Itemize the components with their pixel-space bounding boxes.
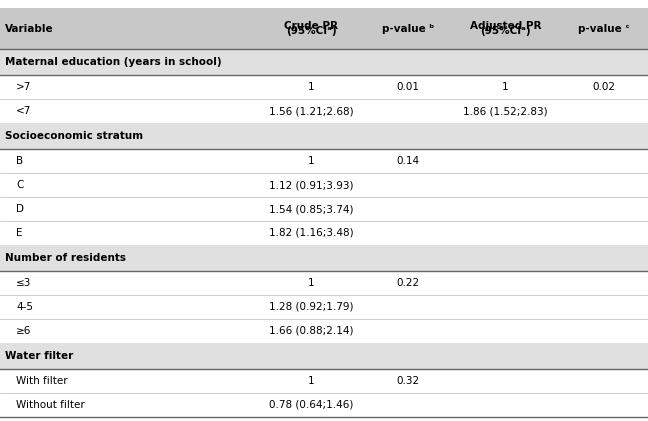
Text: ≥6: ≥6 xyxy=(16,326,32,336)
Text: B: B xyxy=(16,156,23,166)
Text: p-value ᶜ: p-value ᶜ xyxy=(579,24,630,34)
Text: 0.02: 0.02 xyxy=(593,82,616,92)
Text: C: C xyxy=(16,180,23,190)
Text: Variable: Variable xyxy=(5,24,54,34)
Bar xyxy=(0,319,648,343)
Text: (95%CIᵃ): (95%CIᵃ) xyxy=(286,27,336,37)
Text: <7: <7 xyxy=(16,106,32,116)
Bar xyxy=(0,369,648,393)
Text: Crude PR: Crude PR xyxy=(284,21,338,31)
Text: Without filter: Without filter xyxy=(16,400,85,410)
Text: Number of residents: Number of residents xyxy=(5,253,126,263)
Text: 1: 1 xyxy=(308,278,314,288)
Text: 1: 1 xyxy=(308,82,314,92)
Text: 1.12 (0.91;3.93): 1.12 (0.91;3.93) xyxy=(269,180,353,190)
Text: Maternal education (years in school): Maternal education (years in school) xyxy=(5,57,222,67)
Text: Socioeconomic stratum: Socioeconomic stratum xyxy=(5,131,143,141)
Bar xyxy=(0,221,648,245)
Text: 4-5: 4-5 xyxy=(16,302,33,312)
Text: D: D xyxy=(16,204,24,214)
Text: 1: 1 xyxy=(502,82,509,92)
Bar xyxy=(0,123,648,149)
Bar xyxy=(0,245,648,271)
Bar xyxy=(0,343,648,369)
Text: E: E xyxy=(16,228,23,238)
Text: 1.28 (0.92;1.79): 1.28 (0.92;1.79) xyxy=(269,302,353,312)
Bar xyxy=(0,173,648,197)
Bar xyxy=(0,197,648,221)
Text: With filter: With filter xyxy=(16,376,68,386)
Text: Water filter: Water filter xyxy=(5,351,73,361)
Text: 0.78 (0.64;1.46): 0.78 (0.64;1.46) xyxy=(269,400,353,410)
Bar xyxy=(0,8,648,49)
Text: 1: 1 xyxy=(308,376,314,386)
Text: >7: >7 xyxy=(16,82,32,92)
Bar xyxy=(0,295,648,319)
Text: 0.32: 0.32 xyxy=(397,376,420,386)
Text: p-value ᵇ: p-value ᵇ xyxy=(382,24,434,34)
Text: 1.54 (0.85;3.74): 1.54 (0.85;3.74) xyxy=(269,204,353,214)
Text: 1.56 (1.21;2.68): 1.56 (1.21;2.68) xyxy=(269,106,353,116)
Bar xyxy=(0,393,648,417)
Text: 0.01: 0.01 xyxy=(397,82,420,92)
Bar xyxy=(0,75,648,99)
Text: Adjusted PR: Adjusted PR xyxy=(470,21,541,31)
Bar xyxy=(0,271,648,295)
Bar xyxy=(0,149,648,173)
Bar xyxy=(0,99,648,123)
Bar xyxy=(0,49,648,75)
Text: 1: 1 xyxy=(308,156,314,166)
Text: 0.22: 0.22 xyxy=(397,278,420,288)
Text: 0.14: 0.14 xyxy=(397,156,420,166)
Text: 1.82 (1.16;3.48): 1.82 (1.16;3.48) xyxy=(269,228,353,238)
Text: 1.66 (0.88;2.14): 1.66 (0.88;2.14) xyxy=(269,326,353,336)
Text: ≤3: ≤3 xyxy=(16,278,32,288)
Text: 1.86 (1.52;2.83): 1.86 (1.52;2.83) xyxy=(463,106,548,116)
Text: (95%CIᵃ): (95%CIᵃ) xyxy=(480,27,531,37)
